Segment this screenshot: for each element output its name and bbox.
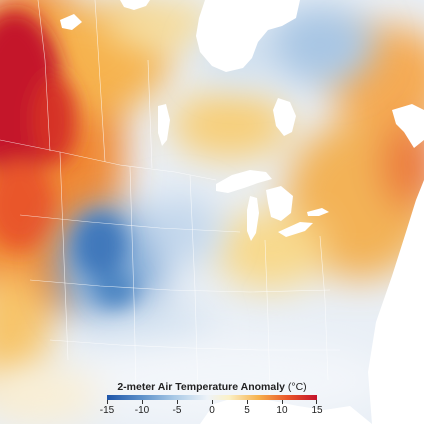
state-line-col-1: [59, 151, 69, 361]
pale-south: [0, 340, 390, 424]
state-line-row-3: [49, 339, 340, 351]
legend-title-text: 2-meter Air Temperature Anomaly: [117, 381, 285, 393]
legend-tick-label: 5: [244, 405, 250, 416]
hot-core-northwest: [0, 10, 77, 250]
legend-title: 2-meter Air Temperature Anomaly (°C): [98, 381, 326, 393]
legend-tick: [281, 400, 283, 404]
legend-tick: [142, 400, 143, 404]
atlantic-coast: [368, 180, 424, 424]
legend-tick: [107, 400, 108, 404]
legend-tick: [176, 400, 178, 404]
legend-tick: [212, 400, 213, 404]
legend-color-bar: [107, 395, 317, 400]
northern-channel: [120, 0, 150, 10]
canada-us-border: [0, 139, 217, 181]
political-boundaries: [0, 0, 340, 399]
state-line-row-1: [19, 214, 241, 233]
state-line-col-3: [189, 174, 199, 396]
legend-unit: (°C): [287, 381, 307, 393]
legend-tick-label: 10: [276, 405, 288, 416]
water-bodies: [60, 0, 424, 424]
state-line-col-5: [319, 235, 329, 381]
state-line-row-2: [29, 279, 331, 293]
legend-tick-label: -15: [99, 405, 115, 416]
lake-huron: [266, 186, 293, 221]
legend-tick: [316, 400, 317, 404]
lake-ontario: [307, 208, 329, 216]
lake-superior: [216, 170, 272, 193]
province-line-3: [147, 59, 153, 169]
legend-tick-label: -10: [134, 405, 150, 416]
gulf-coast: [200, 396, 372, 424]
legend-tick: [247, 400, 248, 404]
province-line-1: [37, 0, 51, 152]
great-bear-lake: [60, 14, 82, 30]
lake-erie: [278, 222, 313, 237]
color-legend: 2-meter Air Temperature Anomaly (°C) -15…: [98, 378, 326, 418]
legend-tick-label: -5: [172, 405, 182, 416]
hudson-bay: [196, 0, 300, 72]
gulf-of-st-lawrence: [392, 104, 424, 148]
legend-tick-label: 0: [209, 405, 215, 416]
lake-winnipeg: [158, 104, 170, 146]
state-line-col-2: [129, 166, 137, 391]
james-bay: [273, 98, 296, 136]
legend-tick-marks: [107, 400, 317, 404]
legend-tick-labels: -15 -10 -5 0 5 10 15: [100, 405, 323, 417]
legend-tick-label: 15: [311, 405, 323, 416]
lake-michigan: [247, 196, 259, 241]
province-line-2: [94, 0, 106, 163]
cool-anomaly-core: [74, 213, 137, 308]
state-line-col-4: [264, 239, 271, 399]
